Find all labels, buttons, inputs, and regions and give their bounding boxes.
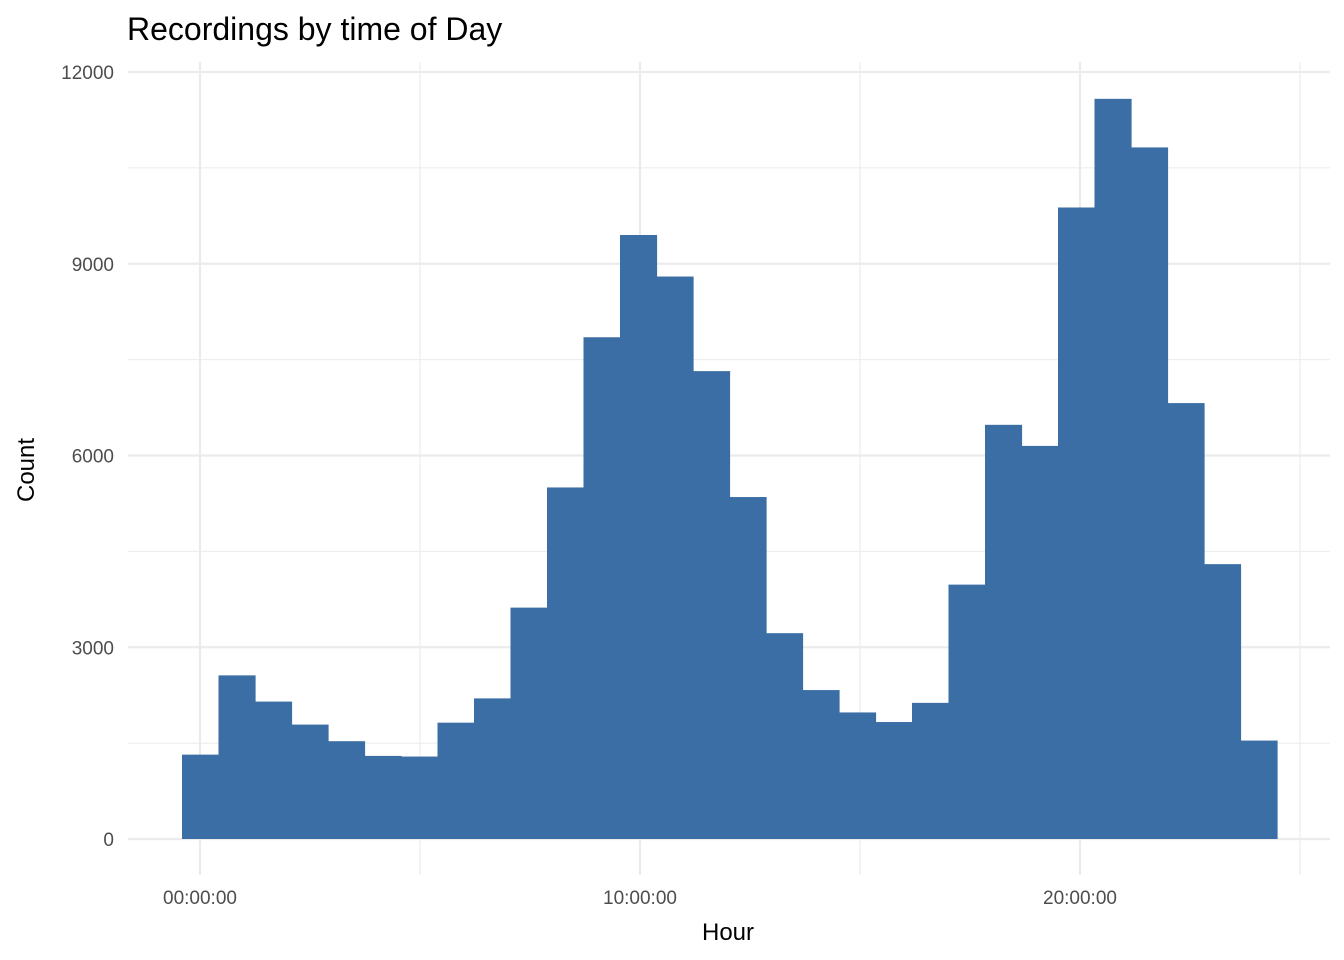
histogram-bar [948, 584, 986, 839]
x-tick-label: 10:00:00 [603, 888, 677, 909]
x-axis-ticks: 00:00:00 10:00:00 20:00:00 [163, 888, 1117, 909]
y-tick-label: 3000 [72, 638, 114, 659]
y-tick-label: 0 [103, 830, 114, 851]
histogram-bar [1204, 564, 1242, 839]
x-tick-label: 20:00:00 [1043, 888, 1117, 909]
histogram-bar [985, 424, 1023, 839]
histogram-bar [1094, 98, 1132, 840]
histogram-bars [182, 98, 1278, 840]
histogram-bar [1240, 740, 1278, 839]
histogram-bar [474, 698, 512, 839]
histogram-bar [1131, 147, 1169, 840]
chart-title: Recordings by time of Day [127, 11, 502, 47]
x-axis-title: Hour [702, 919, 754, 946]
y-tick-label: 6000 [72, 447, 114, 468]
histogram-bar [729, 497, 767, 839]
histogram-bar [693, 371, 731, 839]
histogram-bar [401, 756, 439, 839]
histogram-bar [255, 701, 293, 839]
histogram-bar [364, 755, 402, 839]
histogram-bar [510, 607, 548, 839]
histogram-bar [1058, 207, 1096, 840]
histogram-bar [912, 702, 950, 839]
y-tick-label: 12000 [61, 63, 114, 84]
histogram-bar [291, 724, 329, 839]
histogram-bar [656, 276, 694, 839]
histogram-bar [328, 741, 366, 839]
y-axis-ticks: 0 3000 6000 9000 12000 [61, 63, 114, 851]
histogram-bar [802, 690, 840, 839]
y-axis-title: Count [13, 438, 40, 502]
y-tick-label: 9000 [72, 255, 114, 276]
histogram-bar [1021, 445, 1059, 839]
histogram-bar [437, 722, 475, 839]
histogram-bar [218, 675, 256, 839]
histogram-bar [547, 487, 585, 839]
histogram-bar [875, 722, 913, 839]
histogram-bar [766, 633, 804, 839]
histogram-bar [839, 712, 877, 839]
histogram-bar [583, 337, 621, 839]
x-tick-label: 00:00:00 [163, 888, 237, 909]
histogram-bar [182, 754, 220, 839]
histogram-bar [620, 234, 658, 840]
histogram-bar [1167, 403, 1205, 839]
